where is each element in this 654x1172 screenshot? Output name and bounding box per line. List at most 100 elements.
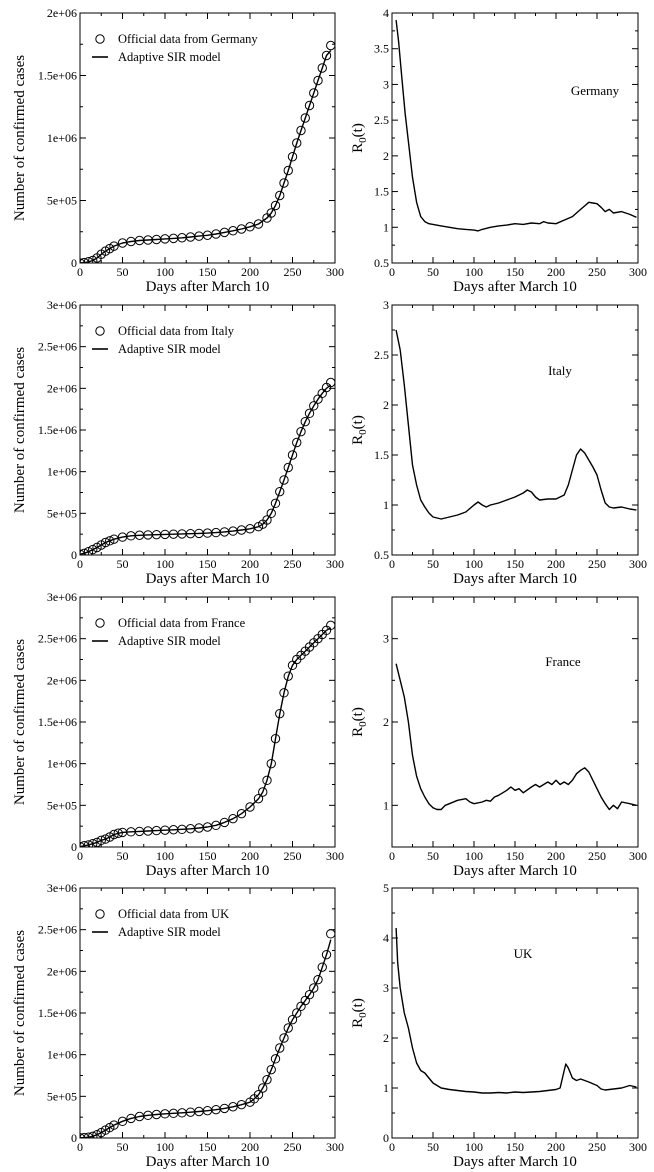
x-tick-label: 250 bbox=[284, 849, 302, 863]
x-tick-label: 50 bbox=[427, 265, 439, 279]
x-tick-label: 150 bbox=[199, 849, 217, 863]
x-tick-label: 0 bbox=[77, 849, 83, 863]
data-point bbox=[262, 1074, 272, 1085]
y-tick-label: 2.5e+06 bbox=[38, 923, 77, 937]
data-point bbox=[109, 534, 119, 544]
data-point bbox=[270, 1054, 281, 1064]
data-point bbox=[279, 178, 289, 188]
y-tick-label: 1.5 bbox=[374, 185, 389, 199]
data-point bbox=[321, 50, 332, 61]
plot-area bbox=[395, 329, 637, 520]
y-tick-label: 1 bbox=[383, 220, 389, 234]
x-tick-label: 150 bbox=[506, 849, 524, 863]
data-point bbox=[109, 829, 119, 840]
legend-marker-circle bbox=[95, 909, 105, 919]
legend-label: Adaptive SIR model bbox=[118, 342, 221, 356]
y-tick-label: 5e+05 bbox=[47, 1089, 77, 1103]
y-tick-label: 3e+06 bbox=[47, 881, 77, 895]
x-tick-label: 150 bbox=[199, 557, 217, 571]
x-tick-label: 50 bbox=[117, 1140, 129, 1154]
plot-area bbox=[80, 929, 335, 1138]
data-point bbox=[279, 1033, 289, 1043]
y-axis-label: R0(t) bbox=[350, 707, 369, 737]
panel-france-r0: 0 50 100 150 200 250 300 1 2 3 Days after March 10… bbox=[350, 596, 647, 879]
y-tick-label: 2 bbox=[383, 398, 389, 412]
y-tick-label: 1.5e+06 bbox=[38, 1006, 77, 1020]
x-tick-label: 0 bbox=[389, 1140, 395, 1154]
data-point bbox=[283, 1023, 293, 1033]
x-tick-label: 300 bbox=[326, 849, 344, 863]
x-tick-label: 200 bbox=[547, 557, 565, 571]
x-axis-label: Days after March 10 bbox=[453, 863, 577, 879]
data-point bbox=[287, 450, 298, 460]
series-line bbox=[395, 329, 637, 520]
data-point bbox=[92, 1129, 102, 1138]
y-tick-label: 1e+06 bbox=[47, 465, 77, 479]
x-tick-label: 50 bbox=[427, 1140, 439, 1154]
data-point bbox=[266, 758, 276, 769]
data-point bbox=[236, 808, 247, 819]
x-tick-label: 250 bbox=[588, 265, 606, 279]
data-point bbox=[228, 1102, 238, 1112]
x-tick-label: 100 bbox=[465, 849, 483, 863]
y-tick-label: 2.5 bbox=[374, 113, 389, 127]
y-axis-label: Number of confirmed cases bbox=[12, 347, 28, 513]
x-tick-label: 50 bbox=[427, 557, 439, 571]
x-tick-label: 50 bbox=[117, 265, 129, 279]
data-point bbox=[83, 546, 94, 555]
data-point bbox=[304, 408, 315, 419]
data-point bbox=[253, 793, 264, 804]
data-point bbox=[126, 1113, 136, 1124]
y-axis-label: R0(t) bbox=[350, 415, 369, 445]
data-point bbox=[92, 837, 102, 847]
x-axis-label: Days after March 10 bbox=[453, 1154, 577, 1170]
data-point bbox=[83, 840, 94, 847]
y-axis-label: Number of confirmed cases bbox=[12, 639, 28, 805]
y-tick-label: 1 bbox=[383, 498, 389, 512]
data-point bbox=[326, 620, 335, 631]
y-tick-label: 1 bbox=[383, 798, 389, 812]
x-tick-label: 100 bbox=[156, 1140, 174, 1154]
x-tick-label: 100 bbox=[156, 265, 174, 279]
y-tick-label: 2e+06 bbox=[47, 381, 77, 395]
data-point bbox=[100, 537, 111, 548]
y-tick-label: 4 bbox=[383, 6, 389, 20]
data-point bbox=[80, 549, 85, 555]
plot-frame bbox=[391, 887, 639, 1139]
y-tick-label: 1.5e+06 bbox=[38, 715, 77, 729]
data-point bbox=[283, 671, 293, 681]
plot-frame bbox=[391, 12, 639, 264]
panel-france-cases: 0 50 100 150 200 250 300 0 5e+05 1e+06 1.5e+06 2e+0… bbox=[12, 590, 344, 879]
data-point bbox=[236, 1099, 247, 1110]
y-tick-label: 0 bbox=[71, 548, 77, 562]
data-point bbox=[117, 1116, 128, 1127]
y-tick-label: 1.5 bbox=[374, 448, 389, 462]
data-point bbox=[262, 775, 272, 786]
x-tick-label: 50 bbox=[117, 849, 129, 863]
data-point bbox=[309, 88, 319, 98]
data-point bbox=[96, 835, 106, 846]
data-point bbox=[321, 949, 332, 960]
data-point bbox=[304, 100, 315, 111]
y-tick-label: 0 bbox=[71, 1131, 77, 1145]
y-tick-label: 1e+06 bbox=[47, 1048, 77, 1062]
x-tick-label: 100 bbox=[156, 557, 174, 571]
series-line bbox=[80, 939, 332, 1138]
data-point bbox=[287, 1014, 298, 1025]
legend-label: Official data from Italy bbox=[118, 324, 235, 338]
x-axis-label: Days after March 10 bbox=[453, 279, 577, 295]
data-point bbox=[88, 544, 98, 555]
y-tick-label: 1.5e+06 bbox=[38, 69, 77, 83]
y-tick-label: 0 bbox=[383, 1131, 389, 1145]
y-tick-label: 0 bbox=[71, 256, 77, 270]
x-tick-label: 300 bbox=[326, 265, 344, 279]
data-point bbox=[326, 40, 335, 51]
y-tick-label: 2 bbox=[383, 149, 389, 163]
data-point bbox=[309, 983, 319, 993]
plot-frame bbox=[391, 304, 639, 556]
data-point bbox=[83, 257, 94, 263]
x-tick-label: 300 bbox=[629, 265, 647, 279]
panel-germany-r0: 0 50 100 150 200 250 300 0.5 1 1.5 2 2.5 3 3.5 4 Days a… bbox=[350, 6, 647, 295]
y-tick-label: 1.5e+06 bbox=[38, 423, 77, 437]
